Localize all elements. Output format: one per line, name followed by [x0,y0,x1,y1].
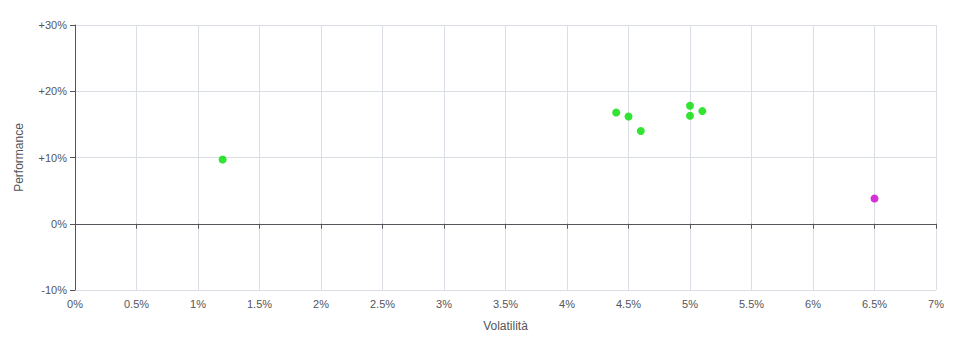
svg-text:1.5%: 1.5% [247,298,272,310]
svg-text:+20%: +20% [39,85,68,97]
svg-text:4.5%: 4.5% [616,298,641,310]
svg-text:0%: 0% [51,218,67,230]
svg-text:+30%: +30% [39,19,68,31]
svg-text:5.5%: 5.5% [739,298,764,310]
svg-text:2.5%: 2.5% [370,298,395,310]
svg-text:3%: 3% [436,298,452,310]
svg-text:3.5%: 3.5% [493,298,518,310]
svg-text:Performance: Performance [12,123,26,192]
svg-text:6.5%: 6.5% [862,298,887,310]
svg-text:1%: 1% [190,298,206,310]
svg-text:+10%: +10% [39,152,68,164]
svg-text:-10%: -10% [41,284,67,296]
svg-text:2%: 2% [313,298,329,310]
svg-text:Volatilità: Volatilità [483,319,528,333]
svg-text:4%: 4% [559,298,575,310]
svg-text:5%: 5% [682,298,698,310]
svg-text:6%: 6% [805,298,821,310]
svg-text:7%: 7% [928,298,944,310]
svg-text:0.5%: 0.5% [124,298,149,310]
svg-text:0%: 0% [67,298,83,310]
